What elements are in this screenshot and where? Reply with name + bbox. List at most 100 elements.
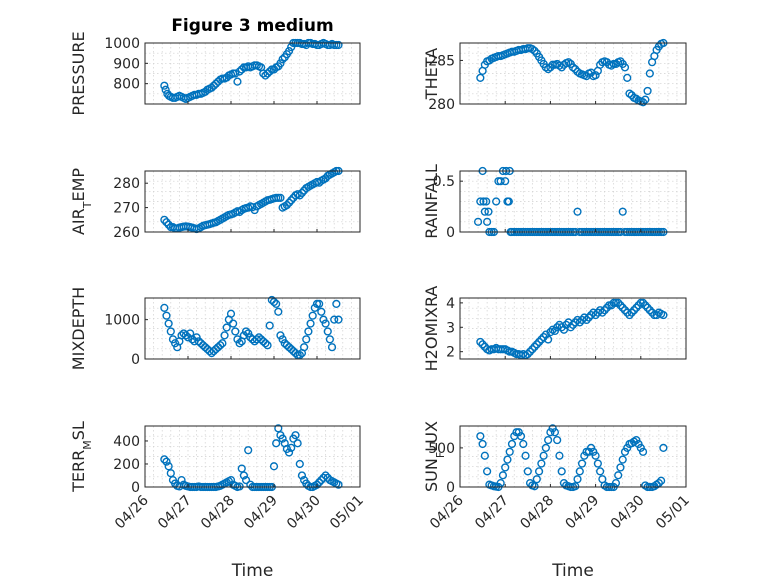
data-point bbox=[523, 350, 532, 359]
data-point bbox=[625, 89, 634, 98]
data-point bbox=[332, 299, 341, 309]
data-point bbox=[659, 310, 668, 320]
data-point bbox=[507, 439, 517, 449]
data-point bbox=[162, 218, 171, 227]
y-tick-label: 280 bbox=[428, 97, 455, 113]
data-point bbox=[334, 315, 343, 324]
data-point bbox=[553, 435, 562, 445]
data-point bbox=[657, 476, 666, 485]
data-point bbox=[160, 81, 169, 90]
x-tick-label: 04/28 bbox=[517, 493, 557, 533]
subplot-mixdepth: 0 1000 MIXDEPTH bbox=[69, 287, 361, 370]
data-point bbox=[593, 308, 602, 317]
x-axis-label: Time bbox=[551, 561, 594, 581]
data-point bbox=[297, 188, 307, 198]
axes-frame bbox=[144, 297, 361, 360]
data-point bbox=[274, 307, 283, 316]
data-point bbox=[573, 475, 582, 484]
data-point bbox=[276, 193, 285, 202]
data-point bbox=[269, 297, 279, 307]
y-tick-label: 270 bbox=[113, 201, 140, 217]
y-tick-label: 200 bbox=[113, 457, 140, 473]
data-point bbox=[321, 471, 330, 480]
data-point bbox=[623, 308, 632, 317]
data-point bbox=[323, 327, 332, 336]
data-point bbox=[645, 69, 654, 78]
data-point bbox=[620, 63, 630, 72]
data-point bbox=[614, 298, 623, 307]
data-point bbox=[312, 480, 322, 489]
data-point bbox=[237, 65, 246, 74]
data-point bbox=[295, 191, 304, 200]
data-point bbox=[591, 310, 600, 320]
subplot-sun-flux: 0 500 04/26 04/27 04/28 04/29 04/30 05/01 Time SU… bbox=[422, 421, 693, 581]
data-point bbox=[616, 463, 625, 472]
x-axis-label: Time bbox=[231, 561, 274, 581]
data-point bbox=[596, 306, 605, 315]
data-point bbox=[269, 462, 279, 471]
data-point bbox=[181, 331, 190, 340]
data-point bbox=[571, 318, 580, 327]
data-point bbox=[577, 459, 587, 468]
data-point bbox=[276, 59, 285, 68]
data-point bbox=[568, 320, 578, 329]
data-point bbox=[607, 61, 616, 70]
data-point bbox=[164, 319, 173, 328]
data-point bbox=[571, 482, 580, 491]
data-point bbox=[553, 323, 562, 332]
data-point bbox=[541, 443, 550, 452]
data-point bbox=[643, 86, 652, 96]
data-point bbox=[555, 451, 564, 460]
data-point bbox=[284, 198, 294, 207]
y-tick-label: 0 bbox=[131, 480, 140, 496]
y-axis-label: THETA bbox=[422, 48, 441, 100]
data-point bbox=[160, 215, 169, 224]
axes-frame bbox=[459, 170, 687, 233]
x-tick-label: 04/30 bbox=[608, 493, 648, 533]
data-point bbox=[582, 315, 591, 325]
y-tick-label: 900 bbox=[113, 56, 140, 72]
y-tick-label: 285 bbox=[428, 53, 455, 69]
x-tick-label: 04/27 bbox=[472, 493, 512, 533]
data-point bbox=[566, 323, 575, 332]
data-point bbox=[308, 311, 317, 320]
subplot-pressure: 800 900 1000 PRESSURE Figure 3 medium bbox=[69, 16, 361, 116]
data-point bbox=[544, 435, 553, 445]
data-point bbox=[544, 335, 553, 344]
data-point bbox=[575, 467, 584, 476]
data-point bbox=[478, 439, 487, 449]
data-point bbox=[530, 342, 539, 351]
data-point bbox=[287, 443, 296, 452]
y-axis-label: TERRMSL bbox=[69, 421, 94, 493]
data-point bbox=[209, 81, 218, 90]
y-tick-label: 1000 bbox=[104, 313, 140, 329]
data-point bbox=[611, 478, 621, 488]
data-point bbox=[602, 303, 612, 312]
data-point bbox=[641, 301, 650, 310]
data-point bbox=[334, 40, 343, 50]
data-point bbox=[525, 347, 535, 356]
data-point bbox=[638, 298, 648, 307]
data-point bbox=[483, 217, 492, 226]
data-point bbox=[530, 482, 539, 491]
data-point bbox=[291, 431, 300, 440]
data-point bbox=[272, 439, 281, 448]
y-tick-label: 260 bbox=[113, 225, 140, 241]
data-point bbox=[220, 331, 229, 340]
data-point bbox=[272, 299, 281, 309]
data-point bbox=[265, 321, 274, 330]
data-point bbox=[541, 63, 550, 72]
data-point bbox=[476, 73, 485, 82]
data-point bbox=[241, 327, 251, 336]
data-point bbox=[614, 471, 623, 480]
data-point bbox=[503, 455, 512, 464]
data-point bbox=[160, 455, 169, 464]
y-tick-label: 4 bbox=[446, 296, 455, 312]
data-point bbox=[302, 335, 311, 344]
data-point bbox=[591, 71, 600, 80]
data-point bbox=[600, 306, 609, 315]
data-point bbox=[618, 207, 627, 216]
data-point bbox=[162, 311, 171, 320]
